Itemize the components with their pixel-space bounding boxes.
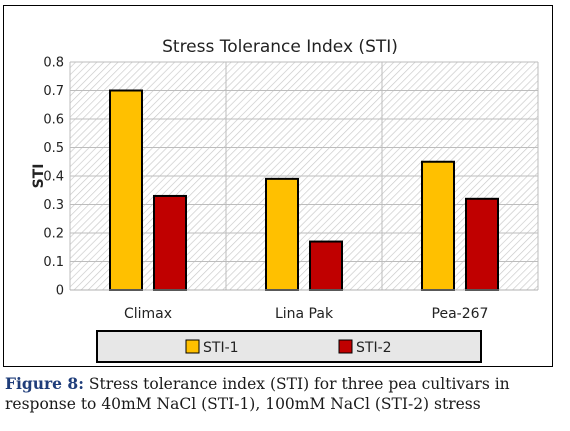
y-tick-label: 0.4: [43, 170, 64, 185]
y-tick-label: 0.6: [43, 113, 64, 128]
legend-swatch-sti-2: [338, 339, 353, 354]
x-tick-labels: Climax Lina Pak Pea-267: [124, 306, 488, 322]
caption-label: Figure 8:: [5, 374, 84, 393]
legend-label-sti-1: STI-1: [203, 340, 239, 356]
legend-swatch-sti-1: [185, 339, 200, 354]
y-axis-label: STI: [31, 164, 47, 189]
bar-sti-2-lina-pak: [309, 240, 343, 292]
y-tick-label: 0.5: [43, 141, 64, 156]
bar-sti-1-pea-267: [421, 160, 455, 291]
x-tick-label: Pea-267: [432, 306, 489, 322]
chart-title: Stress Tolerance Index (STI): [162, 37, 398, 57]
bar-sti-2-pea-267: [465, 197, 499, 291]
x-tick-label: Lina Pak: [275, 306, 334, 322]
caption-text: Stress tolerance index (STI) for three p…: [5, 375, 510, 413]
y-tick-label: 0.2: [43, 227, 64, 242]
bar-sti-2-climax: [153, 194, 187, 291]
legend-box: [96, 330, 482, 363]
legend: STI-1 STI-2: [96, 330, 482, 363]
y-tick-label: 0.1: [43, 255, 64, 270]
figure-frame: Stress Tolerance Index (STI) STI 0 0.1 0.2…: [3, 5, 553, 367]
bars: [109, 89, 499, 292]
bar-sti-1-climax: [109, 89, 143, 291]
figure-caption: Figure 8: Stress tolerance index (STI) f…: [5, 374, 565, 414]
y-tick-label: 0: [56, 284, 64, 299]
x-tick-label: Climax: [124, 306, 172, 322]
y-tick-label: 0.3: [43, 198, 64, 213]
y-tick-label: 0.7: [43, 84, 64, 99]
legend-label-sti-2: STI-2: [356, 340, 392, 356]
y-tick-labels: 0 0.1 0.2 0.3 0.4 0.5 0.6 0.7 0.8: [43, 56, 64, 299]
bar-sti-1-lina-pak: [265, 177, 299, 292]
y-tick-label: 0.8: [43, 56, 64, 71]
chart: Stress Tolerance Index (STI) STI 0 0.1 0.2…: [31, 37, 539, 363]
